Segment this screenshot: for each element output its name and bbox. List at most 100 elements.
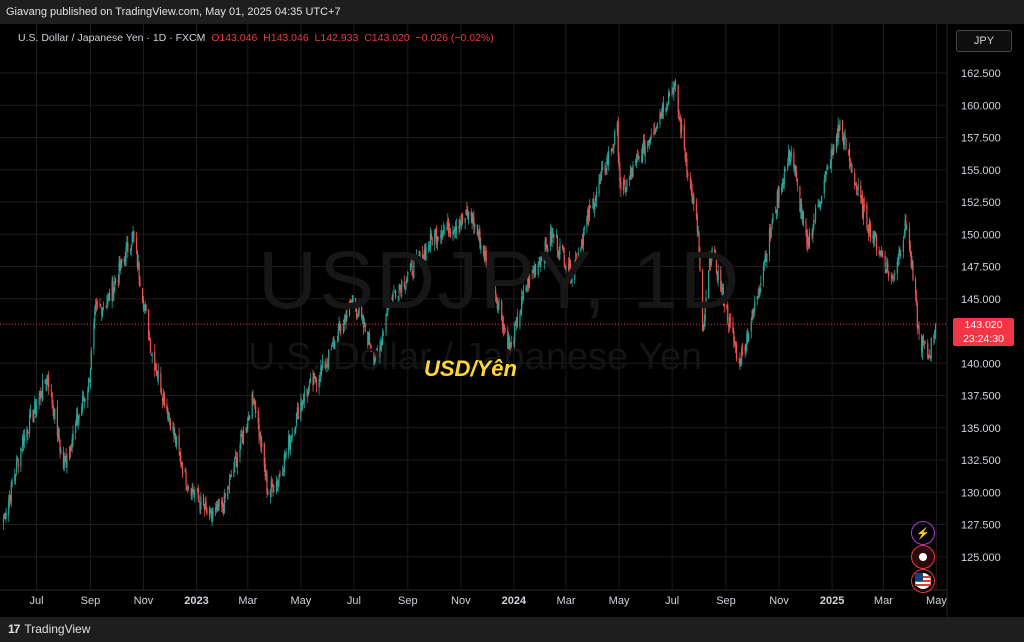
candle-body — [608, 151, 610, 165]
candle-body — [464, 217, 466, 223]
candle-body — [635, 157, 638, 162]
us-flag-icon[interactable] — [911, 569, 935, 593]
candle-body — [552, 231, 554, 233]
candle-body — [186, 488, 188, 489]
candle-body — [747, 333, 749, 341]
candle-body — [738, 358, 740, 360]
candle-body — [574, 258, 577, 265]
candle-body — [70, 448, 72, 450]
candle-body — [367, 332, 369, 346]
candle-body — [496, 298, 498, 309]
candle-body — [187, 486, 189, 488]
candle-body — [471, 213, 473, 223]
candle-body — [9, 494, 12, 500]
candle-body — [492, 276, 494, 291]
candle-body — [8, 499, 10, 515]
candle-body — [321, 360, 324, 369]
candle-body — [257, 410, 259, 423]
candle-body — [650, 134, 652, 138]
candle-body — [843, 135, 845, 145]
candle-body — [808, 237, 810, 247]
candle-body — [65, 455, 67, 465]
candle-body — [118, 262, 120, 283]
candle-body — [525, 287, 527, 292]
candle-body — [455, 227, 457, 231]
candle-body — [52, 403, 54, 409]
candle-body — [60, 449, 62, 453]
candle-body — [455, 225, 458, 233]
candle-body — [435, 230, 437, 231]
candle-body — [315, 380, 318, 386]
legend-symbol[interactable]: U.S. Dollar / Japanese Yen · 1D · FXCM — [18, 32, 206, 44]
candle-body — [289, 439, 292, 450]
candle-body — [574, 262, 576, 280]
candle-body — [898, 249, 900, 260]
candle-body — [934, 331, 936, 339]
candle-body — [95, 303, 97, 314]
x-tick-label: Mar — [557, 595, 576, 607]
candle-body — [501, 300, 503, 320]
candle-body — [53, 409, 55, 419]
chart-annotation[interactable]: USD/Yên — [424, 356, 517, 381]
candle-body — [781, 187, 783, 192]
candle-body — [235, 456, 238, 467]
candle-body — [655, 127, 658, 129]
currency-selector[interactable]: JPY — [956, 30, 1012, 52]
candle-body — [625, 187, 627, 190]
candle-body — [790, 150, 792, 158]
candle-body — [692, 196, 694, 205]
candle-body — [228, 478, 231, 487]
candle-body — [734, 341, 736, 345]
candle-body — [600, 174, 602, 181]
candle-body — [890, 276, 892, 278]
candle-body — [22, 437, 25, 445]
candle-body — [130, 245, 132, 251]
candle-body — [715, 256, 718, 274]
price-chart[interactable]: 162.500 160.000 157.500 155.000 152.500 150.0… — [0, 24, 1024, 617]
candle-body — [774, 212, 777, 214]
candle-body — [850, 163, 852, 171]
x-tick-label: Nov — [451, 595, 471, 607]
candle-body — [589, 206, 591, 208]
candle-body — [227, 486, 229, 499]
candle-body — [855, 185, 858, 188]
candle-body — [331, 343, 333, 347]
candle-body — [636, 155, 638, 158]
candle-body — [294, 431, 296, 433]
candle-body — [358, 307, 360, 314]
tradingview-logo[interactable]: 17 TradingView — [8, 622, 90, 636]
candle-body — [537, 263, 539, 275]
candle-body — [180, 455, 182, 465]
candle-body — [900, 253, 902, 257]
candle-body — [64, 456, 66, 458]
candle-body — [910, 251, 912, 267]
candle-body — [349, 299, 352, 301]
candle-body — [148, 338, 151, 340]
candle-body — [802, 211, 805, 224]
candle-body — [123, 257, 125, 265]
candle-body — [495, 296, 498, 301]
candle-body — [880, 251, 882, 255]
candle-body — [400, 288, 402, 293]
y-tick-label: 157.500 — [961, 133, 1001, 145]
candle-body — [509, 346, 511, 347]
candle-body — [437, 237, 439, 240]
candle-body — [35, 399, 37, 413]
candle-body — [82, 396, 84, 409]
candle-body — [770, 229, 772, 238]
lightning-icon[interactable]: ⚡ — [911, 521, 935, 545]
x-tick-label: Nov — [769, 595, 789, 607]
candle-body — [641, 155, 643, 162]
candle-body — [806, 234, 808, 244]
symbol-legend[interactable]: U.S. Dollar / Japanese Yen · 1D · FXCM O… — [18, 32, 494, 44]
candle-body — [857, 184, 859, 190]
candle-body — [528, 276, 530, 287]
candle-body — [601, 167, 604, 170]
candle-body — [470, 211, 472, 216]
candle-body — [897, 259, 899, 261]
candle-body — [836, 134, 838, 140]
candle-body — [486, 255, 488, 268]
candle-body — [78, 414, 80, 419]
chart-area[interactable]: 162.500 160.000 157.500 155.000 152.500 150.0… — [0, 24, 1024, 617]
record-icon[interactable] — [911, 545, 935, 569]
